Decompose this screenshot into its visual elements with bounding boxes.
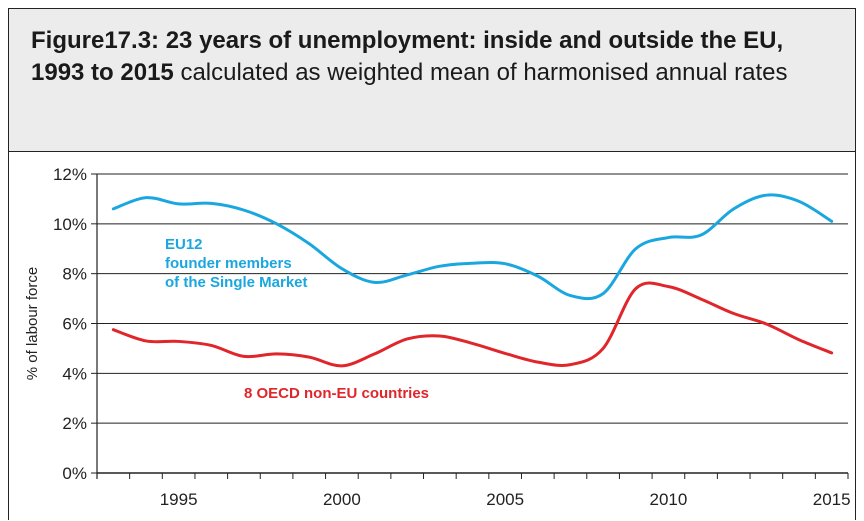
- gridlines: [91, 173, 849, 479]
- oecd-series-label: 8 OECD non-EU countries: [244, 385, 429, 402]
- x-tick-label: 2015: [813, 490, 851, 509]
- x-tick-label: 1995: [160, 490, 198, 509]
- y-tick-label: 2%: [62, 414, 87, 433]
- y-tick-label: 4%: [62, 364, 87, 383]
- y-axis-label: % of labour force: [24, 267, 41, 380]
- y-tick-label: 12%: [53, 165, 87, 184]
- figure-title: Figure17.3: 23 years of unemployment: in…: [31, 27, 784, 86]
- series-labels: EU12 founder members of the Single Market 8…: [165, 236, 429, 402]
- series-lines: [111, 193, 834, 368]
- oecd-non-eu-line: [111, 281, 834, 368]
- y-tick-label: 6%: [62, 315, 87, 334]
- figure-header: Figure17.3: 23 years of unemployment: in…: [8, 8, 856, 152]
- x-axis-ticks: 1995 2000 2005 2010 2015: [160, 490, 851, 509]
- x-tick-label: 2010: [649, 490, 687, 509]
- y-tick-label: 0%: [62, 464, 87, 483]
- y-tick-label: 8%: [62, 265, 87, 284]
- figure-subtitle: calculated as weighted mean of harmonise…: [173, 59, 788, 86]
- eu12-line: [111, 193, 834, 301]
- x-tick-label: 2000: [323, 490, 361, 509]
- eu12-series-label: of the Single Market: [165, 274, 308, 291]
- x-tick-label: 2005: [486, 490, 524, 509]
- eu12-series-label: founder members: [165, 255, 292, 272]
- eu12-series-label: EU12: [165, 236, 203, 253]
- y-tick-label: 10%: [53, 215, 87, 234]
- y-axis-ticks: 0% 2% 4% 6% 8% 10% 12%: [53, 165, 87, 483]
